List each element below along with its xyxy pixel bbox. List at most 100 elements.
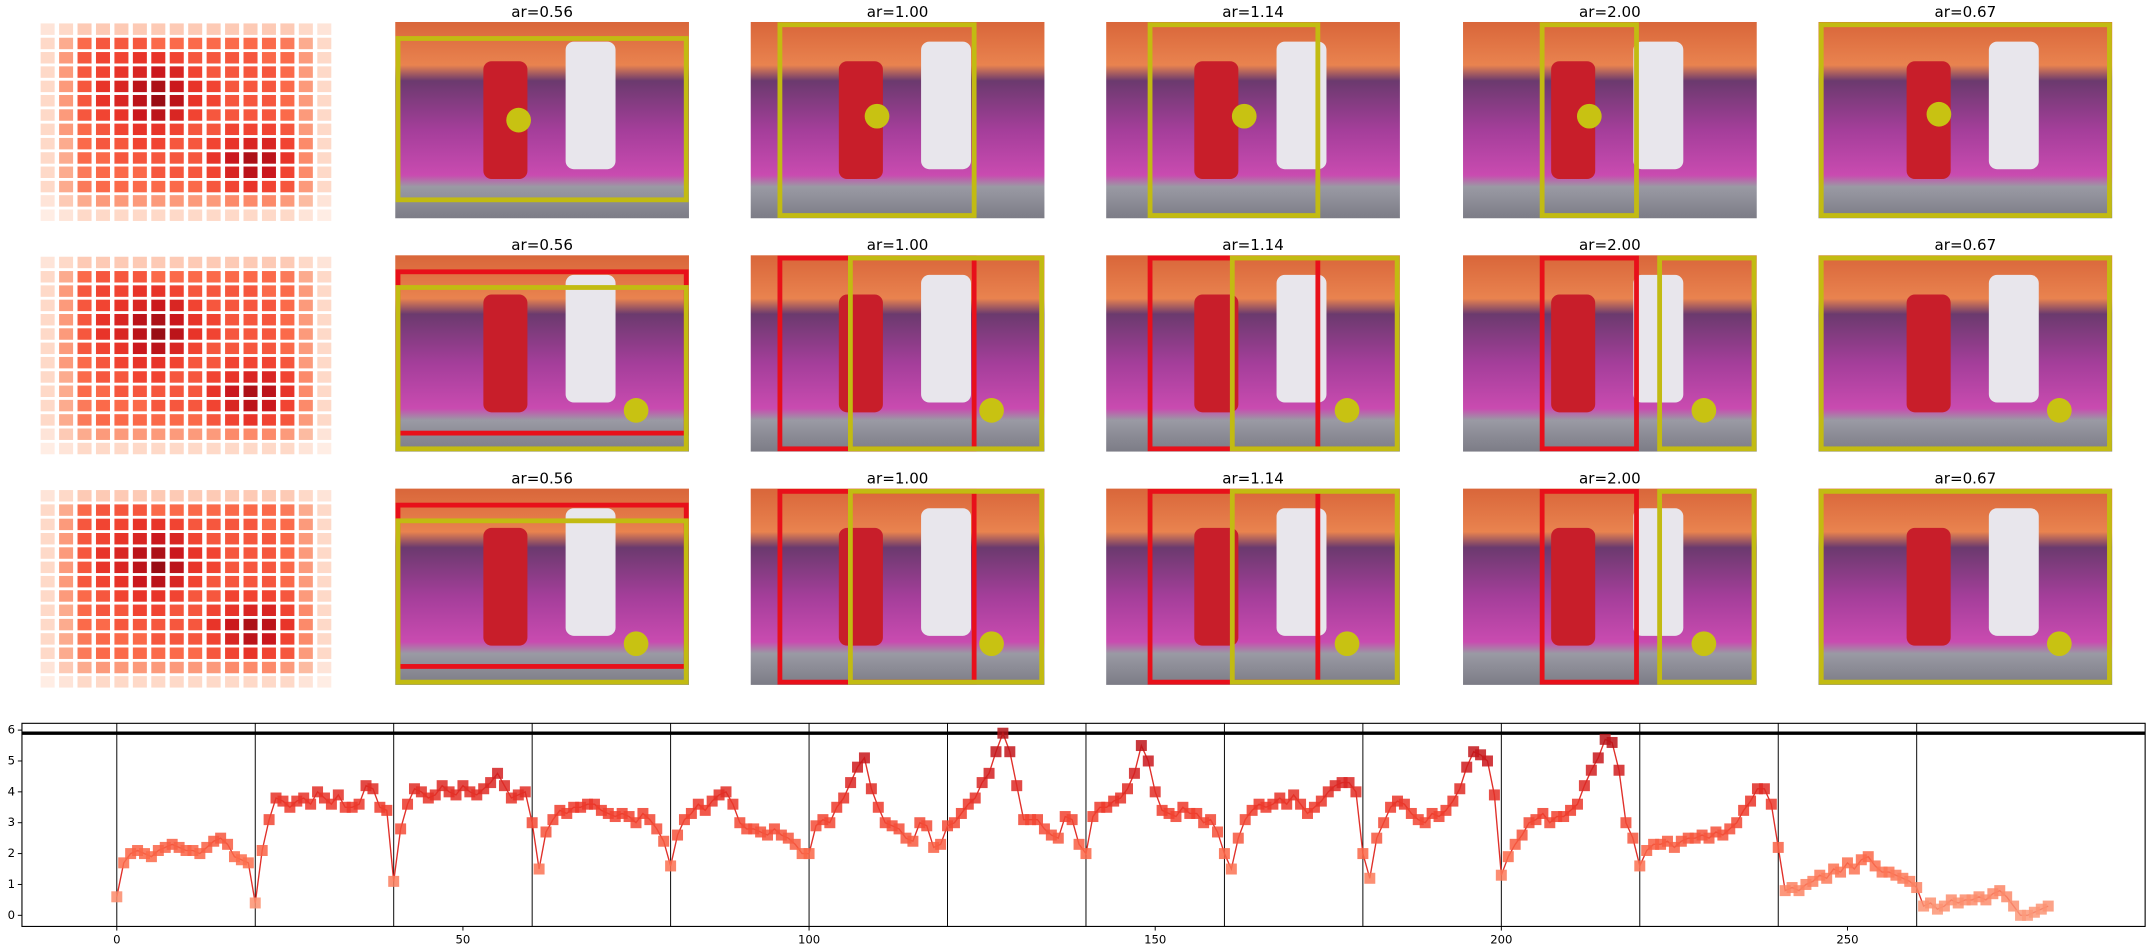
heatmap-cell xyxy=(95,37,110,50)
point xyxy=(831,801,843,813)
heatmap-cell xyxy=(132,490,147,502)
point xyxy=(1980,894,1992,906)
heatmap-cell xyxy=(225,209,240,221)
heatmap-cell xyxy=(59,604,74,617)
heatmap-cell xyxy=(169,633,184,645)
point xyxy=(561,807,573,819)
heatmap-cell xyxy=(132,109,147,121)
point xyxy=(568,801,580,813)
photo xyxy=(395,21,689,219)
point xyxy=(1551,811,1563,823)
heatmap-cell xyxy=(151,356,166,369)
player xyxy=(921,41,972,170)
heatmap-cell xyxy=(280,618,295,631)
heatmap-cell xyxy=(317,180,332,193)
heatmap-cell xyxy=(77,399,92,412)
heatmap-cell xyxy=(261,618,276,631)
point xyxy=(526,817,538,829)
y-tick-label: 0 xyxy=(8,908,15,922)
heatmap-cell xyxy=(243,195,258,207)
heatmap-cell xyxy=(298,518,313,531)
heatmap-cell xyxy=(114,37,129,50)
point xyxy=(159,841,171,853)
heatmap-cell xyxy=(40,313,55,326)
heatmap-cell xyxy=(225,166,240,179)
point xyxy=(1911,882,1923,894)
heatmap-cell xyxy=(317,428,332,440)
heatmap-cell xyxy=(225,137,240,150)
heatmap-cell xyxy=(206,575,221,588)
heatmap-cell xyxy=(298,490,313,502)
heatmap-cell xyxy=(280,490,295,502)
heatmap-cell xyxy=(261,518,276,531)
heatmap-cell xyxy=(151,618,166,631)
heatmap-cell xyxy=(317,356,332,369)
point xyxy=(1315,795,1327,807)
player xyxy=(565,508,616,636)
point xyxy=(1814,869,1826,881)
heatmap-cell xyxy=(188,328,203,340)
point xyxy=(928,841,940,853)
point xyxy=(1661,835,1673,847)
heatmap-cell xyxy=(40,94,55,107)
heatmap-cell xyxy=(280,342,295,355)
heatmap-cell xyxy=(59,518,74,531)
point xyxy=(775,829,787,841)
heatmap-cell xyxy=(298,37,313,50)
point xyxy=(1142,755,1154,767)
x-tick-label: 150 xyxy=(1144,933,1166,947)
point xyxy=(1225,863,1237,875)
heatmap-cell xyxy=(77,371,92,383)
heatmap-cell xyxy=(151,504,166,516)
heatmap-cell xyxy=(59,137,74,150)
player xyxy=(1906,527,1951,646)
heatmap-cell xyxy=(243,604,258,617)
heatmap-cell xyxy=(132,414,147,426)
heatmap-cell xyxy=(280,647,295,659)
heatmap-cell xyxy=(95,66,110,78)
photo xyxy=(750,255,1045,452)
y-tick-label: 5 xyxy=(8,753,15,767)
heatmap-cell xyxy=(151,633,166,645)
heatmap-cell xyxy=(40,442,55,455)
heatmap-cell xyxy=(206,676,221,688)
heatmap-cell xyxy=(261,371,276,383)
player xyxy=(483,294,528,413)
point xyxy=(1530,814,1542,826)
heatmap-cell xyxy=(280,23,295,35)
heatmap-cell xyxy=(243,661,258,674)
point xyxy=(187,845,199,856)
heatmap-cell xyxy=(151,166,166,179)
point xyxy=(1253,798,1265,810)
heatmap-cell xyxy=(114,442,129,455)
heatmap-cell xyxy=(206,385,221,398)
heatmap-cell xyxy=(95,299,110,312)
heatmap-cell xyxy=(132,618,147,631)
heatmap-cell xyxy=(77,299,92,312)
point xyxy=(1018,814,1030,826)
heatmap-cell xyxy=(188,66,203,78)
heatmap-cell xyxy=(151,152,166,164)
heatmap-cell xyxy=(225,371,240,383)
heatmap-cell xyxy=(243,399,258,412)
point xyxy=(699,804,711,816)
point xyxy=(1184,807,1196,819)
heatmap-cell xyxy=(280,547,295,559)
heatmap-cell xyxy=(206,80,221,93)
heatmap-cell xyxy=(188,633,203,645)
heatmap-cell xyxy=(114,604,129,617)
point xyxy=(609,811,621,823)
point xyxy=(1599,733,1611,745)
heatmap-cell xyxy=(59,661,74,674)
heatmap-cell xyxy=(243,23,258,35)
player xyxy=(1551,527,1596,646)
point xyxy=(1876,866,1888,878)
heatmap-cell xyxy=(114,414,129,426)
heatmap-cell xyxy=(261,256,276,269)
heatmap-cell xyxy=(40,490,55,502)
heatmap-cell xyxy=(95,342,110,355)
point xyxy=(1544,817,1556,829)
heatmap-cell xyxy=(59,490,74,502)
heatmap-cell xyxy=(206,532,221,545)
